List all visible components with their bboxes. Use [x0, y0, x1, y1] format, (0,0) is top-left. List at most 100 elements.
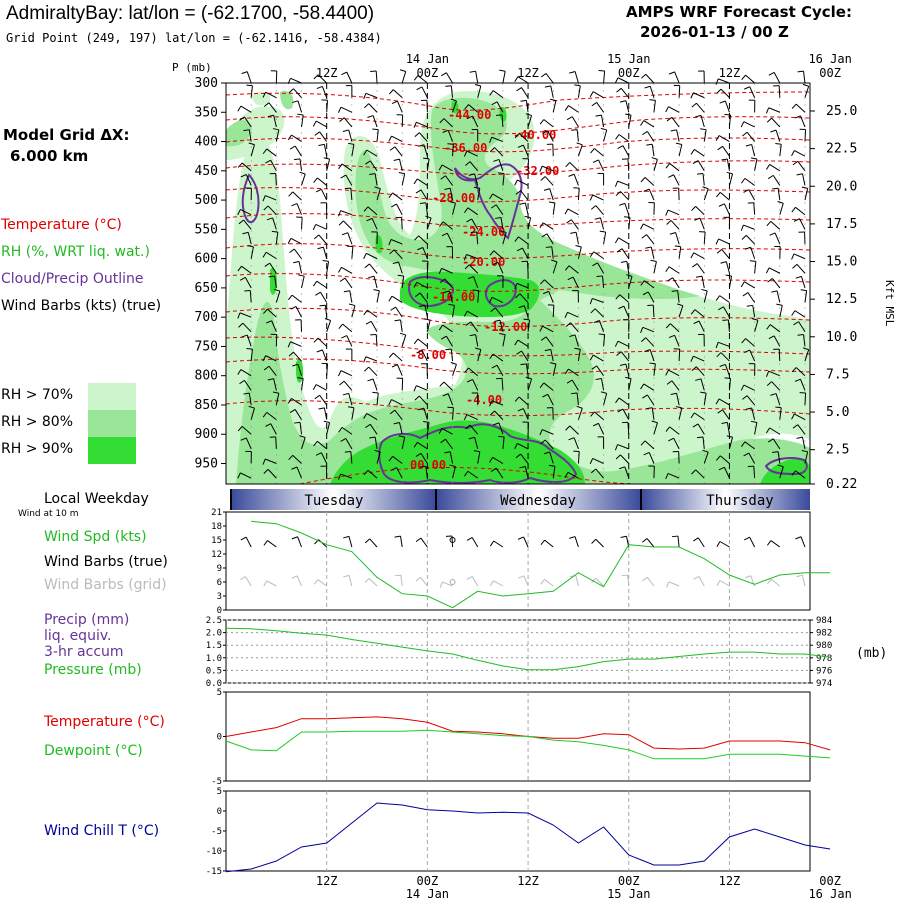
xs-wind-barb-flag: [299, 171, 306, 175]
xs-wind-barb: [350, 188, 353, 201]
xs-wind-barb-flag: [323, 157, 330, 160]
xs-wind-barb: [618, 397, 630, 406]
xs-wind-barb: [777, 451, 781, 464]
xs-wind-barb-flag: [363, 253, 367, 259]
surface-barb-true-flag: [795, 536, 802, 540]
xs-wind-barb: [774, 232, 781, 245]
xs-wind-barb-flag: [549, 98, 557, 102]
xs-wind-barb: [804, 349, 810, 362]
xs-wind-barb: [569, 425, 579, 435]
xs-wind-barb: [743, 384, 755, 391]
xs-wind-barb: [240, 472, 252, 479]
xs-wind-barb-flag: [313, 441, 318, 447]
surface-barb-grid: [266, 580, 277, 587]
grid-point-label: Grid Point (249, 197) lat/lon = (-62.141…: [6, 31, 382, 45]
xs-wind-barb: [247, 232, 252, 245]
xs-wind-barb-flag: [388, 455, 394, 462]
xs-wind-barb-flag: [442, 393, 449, 397]
xs-wind-barb-flag: [272, 391, 279, 394]
xs-wind-barb-flag: [498, 172, 505, 175]
height-ticks: 25.0 22.5 20.0 17.5 15.0 12.5 10.0 7.5 5.0 2.5 0.2…: [810, 104, 857, 492]
chart-title: AdmiraltyBay: lat/lon = (-62.1700, -58.4…: [6, 3, 375, 24]
xs-wind-barb-flag: [450, 361, 457, 365]
xs-wind-barb-flag: [243, 129, 250, 132]
xs-wind-barb: [770, 220, 781, 230]
pressure-tick-label: 600: [195, 252, 218, 267]
xs-wind-barb-flag: [338, 163, 343, 170]
xs-wind-barb: [326, 422, 331, 435]
xs-wind-barb-flag: [775, 143, 782, 145]
xs-wind-barb-flag: [768, 335, 775, 340]
xs-wind-barb-flag: [413, 75, 419, 81]
xs-wind-barb-flag: [312, 280, 318, 287]
xs-wind-barb-flag: [413, 282, 418, 288]
xs-wind-barb: [545, 73, 554, 84]
xs-wind-barb: [667, 472, 680, 479]
xs-wind-barb-flag: [315, 452, 322, 456]
xs-wind-barb: [746, 395, 756, 406]
xs-wind-barb-flag: [313, 177, 318, 183]
xs-wind-barb: [653, 363, 656, 376]
xs-wind-barb-flag: [746, 304, 753, 307]
xs-wind-barb-flag: [287, 238, 292, 244]
xs-wind-barb: [620, 351, 630, 362]
xs-wind-barb: [547, 394, 554, 406]
xs-wind-barb-flag: [388, 89, 394, 95]
xs-wind-barb: [301, 437, 306, 450]
xs-wind-barb-flag: [418, 304, 425, 308]
xs-wind-barb-flag: [289, 145, 296, 150]
xs-wind-barb-flag: [520, 99, 527, 102]
xs-wind-barb-flag: [692, 263, 698, 268]
legend-cloud: Cloud/Precip Outline: [1, 271, 144, 287]
xs-wind-barb-flag: [465, 161, 471, 166]
xs-wind-barb-flag: [438, 428, 443, 434]
xs-wind-barb: [622, 408, 630, 420]
xs-wind-barb-flag: [338, 210, 342, 217]
xs-wind-barb-flag: [247, 245, 254, 248]
xs-wind-barb: [299, 158, 303, 171]
xs-wind-barb: [517, 76, 529, 84]
xs-wind-barb: [426, 158, 430, 171]
xs-wind-barb: [293, 248, 302, 259]
xs-wind-barb-flag: [288, 454, 294, 461]
xs-wind-barb-flag: [369, 436, 376, 439]
pressure-tick-label: 700: [195, 310, 218, 325]
xs-wind-barb-flag: [439, 278, 446, 284]
xs-wind-barb: [419, 292, 428, 303]
xs-wind-barb-flag: [544, 348, 551, 352]
contour-label: 00.00: [410, 458, 446, 472]
lower-gridlines: [226, 512, 810, 871]
xs-wind-barb-flag: [770, 393, 777, 396]
xs-wind-barb-flag: [297, 377, 304, 379]
xs-wind-barb: [543, 119, 554, 128]
xs-ylabel: P (mb): [172, 61, 212, 74]
xs-wind-barb: [290, 237, 302, 245]
xs-wind-barb: [265, 195, 277, 201]
pressure-tick-label: 300: [195, 76, 218, 91]
xs-wind-barb-flag: [265, 320, 272, 324]
xs-wind-barb: [350, 451, 353, 464]
xs-wind-barb-flag: [776, 303, 783, 306]
xs-wind-barb-flag: [514, 443, 518, 450]
xs-wind-barb: [268, 365, 277, 377]
xs-wind-barb: [728, 173, 734, 186]
xs-wind-barb: [274, 275, 277, 288]
xs-wind-barb-flag: [640, 440, 646, 446]
xs-wind-barb: [449, 188, 454, 201]
xs-wind-barb-flag: [237, 369, 242, 375]
xs-wind-barb: [769, 164, 781, 172]
surface-barb-true-flag: [291, 536, 298, 540]
xs-wind-barb-flag: [388, 239, 392, 246]
xs-wind-barb-flag: [541, 233, 548, 238]
xs-wind-barb: [517, 339, 529, 347]
xs-wind-barb-flag: [619, 363, 626, 366]
xs-wind-barb: [617, 77, 629, 84]
xs-wind-barb-flag: [297, 113, 304, 116]
xs-wind-barb-flag: [448, 303, 455, 306]
xs-wind-barb-flag: [668, 71, 675, 75]
xs-wind-barb-flag: [715, 238, 720, 245]
xs-wind-barb: [571, 116, 579, 128]
xs-wind-barb-flag: [566, 116, 573, 121]
xs-wind-barb: [678, 407, 683, 420]
xs-wind-barb-flag: [717, 409, 723, 414]
